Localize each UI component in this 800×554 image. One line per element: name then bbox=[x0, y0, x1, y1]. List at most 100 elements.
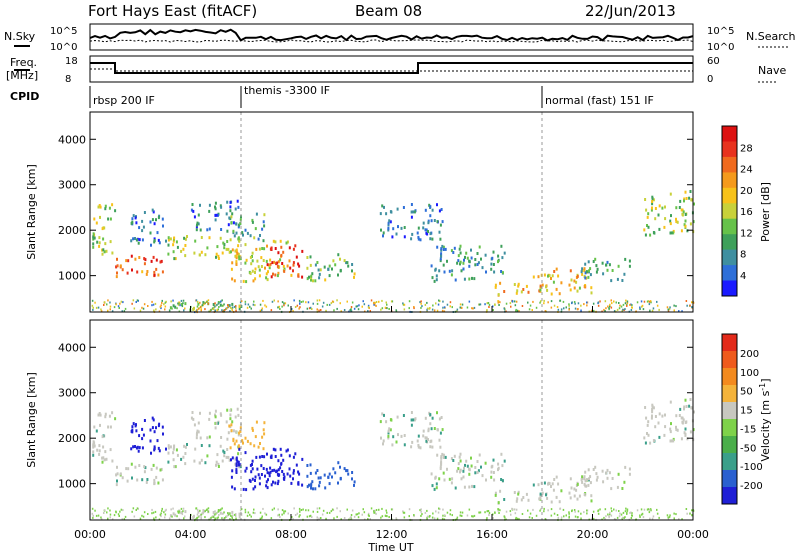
velocity-cell bbox=[238, 463, 241, 467]
power-cell bbox=[277, 271, 280, 275]
power-cell bbox=[339, 302, 341, 305]
power-cell bbox=[440, 208, 443, 211]
power-cell bbox=[531, 309, 533, 311]
velocity-cell bbox=[557, 516, 560, 519]
power-cell bbox=[608, 308, 610, 311]
power-cell bbox=[466, 256, 469, 260]
velocity-cell bbox=[651, 408, 654, 411]
power-cell bbox=[196, 221, 199, 225]
power-cell bbox=[510, 305, 512, 308]
power-cell bbox=[132, 299, 135, 302]
nsky-label: N.Sky bbox=[4, 30, 36, 43]
power-cell bbox=[391, 235, 394, 239]
power-cell bbox=[244, 261, 247, 265]
velocity-cell bbox=[438, 417, 441, 421]
power-cell bbox=[153, 237, 156, 241]
velocity-cell bbox=[515, 518, 517, 521]
power-cell bbox=[539, 301, 541, 304]
velocity-cell bbox=[428, 515, 431, 518]
velocity-cell bbox=[456, 469, 459, 473]
velocity-cell bbox=[116, 479, 118, 483]
power-cell bbox=[293, 299, 295, 302]
power-cell bbox=[390, 300, 393, 303]
power-cell bbox=[235, 231, 238, 235]
velocity-cell bbox=[174, 513, 177, 517]
power-cell bbox=[459, 306, 461, 309]
power-cell bbox=[235, 256, 238, 260]
velocity-y-axis-label: Slant Range [km] bbox=[25, 372, 38, 468]
velocity-cell bbox=[461, 514, 463, 517]
velocity-cell bbox=[195, 436, 198, 440]
power-cell bbox=[684, 213, 687, 216]
power-cell bbox=[202, 303, 204, 306]
velocity-cell bbox=[277, 508, 279, 511]
velocity-cell bbox=[425, 439, 428, 443]
velocity-cell bbox=[511, 508, 514, 511]
velocity-cell bbox=[442, 453, 445, 457]
velocity-cell bbox=[353, 480, 356, 484]
velocity-cell bbox=[103, 509, 106, 512]
colorbar-swatch bbox=[722, 419, 737, 437]
velocity-cell bbox=[242, 487, 245, 491]
velocity-cell bbox=[611, 510, 613, 513]
velocity-cell bbox=[153, 517, 155, 520]
velocity-cell bbox=[430, 427, 433, 431]
power-cell bbox=[279, 258, 282, 262]
velocity-cell bbox=[190, 416, 193, 420]
freq-tick-low: 8 bbox=[65, 74, 71, 85]
velocity-cell bbox=[92, 453, 95, 457]
power-cell bbox=[200, 236, 203, 239]
velocity-cell bbox=[194, 447, 197, 451]
velocity-cell bbox=[610, 507, 612, 510]
velocity-cell bbox=[431, 516, 434, 519]
power-cell bbox=[337, 253, 340, 257]
power-cell bbox=[550, 306, 553, 309]
velocity-cell bbox=[434, 475, 437, 479]
velocity-cell bbox=[468, 485, 471, 489]
power-cell bbox=[300, 301, 303, 303]
power-cell bbox=[669, 231, 672, 235]
power-cell bbox=[492, 263, 495, 266]
power-cell bbox=[433, 279, 436, 283]
power-cell bbox=[596, 267, 599, 271]
power-cell bbox=[492, 309, 494, 311]
power-scatter bbox=[91, 190, 695, 314]
power-cell bbox=[235, 263, 238, 266]
velocity-cell bbox=[167, 446, 170, 450]
velocity-cell bbox=[468, 508, 471, 511]
velocity-cell bbox=[690, 406, 693, 410]
power-cell bbox=[576, 308, 579, 311]
velocity-cell bbox=[604, 508, 607, 511]
velocity-cell bbox=[574, 510, 576, 513]
velocity-cell bbox=[196, 431, 198, 435]
velocity-cell bbox=[370, 507, 373, 510]
power-cell bbox=[230, 215, 233, 219]
velocity-cell bbox=[646, 508, 649, 511]
power-cell bbox=[328, 303, 331, 306]
cpid-segment-3: normal (fast) 151 IF bbox=[545, 94, 654, 107]
velocity-cell bbox=[165, 447, 167, 451]
velocity-cell bbox=[343, 467, 346, 471]
velocity-cell bbox=[235, 517, 237, 520]
power-cell bbox=[232, 229, 235, 233]
velocity-cell bbox=[347, 472, 350, 476]
velocity-cell bbox=[282, 458, 285, 462]
velocity-cell bbox=[208, 411, 211, 415]
power-cell bbox=[217, 257, 220, 260]
power-cell bbox=[442, 245, 445, 249]
power-cell bbox=[459, 244, 462, 248]
velocity-cell bbox=[103, 458, 106, 462]
power-cell bbox=[565, 306, 567, 309]
velocity-cell bbox=[255, 420, 258, 424]
velocity-cell bbox=[159, 513, 162, 516]
velocity-cell bbox=[573, 494, 576, 498]
power-cell bbox=[443, 270, 446, 274]
power-cell bbox=[493, 270, 496, 274]
velocity-cell bbox=[229, 408, 232, 412]
velocity-cell bbox=[470, 464, 473, 468]
velocity-cell bbox=[142, 433, 145, 437]
velocity-cell bbox=[443, 518, 446, 521]
power-cell bbox=[452, 251, 455, 254]
velocity-cell bbox=[573, 509, 576, 511]
velocity-cell bbox=[390, 508, 393, 511]
